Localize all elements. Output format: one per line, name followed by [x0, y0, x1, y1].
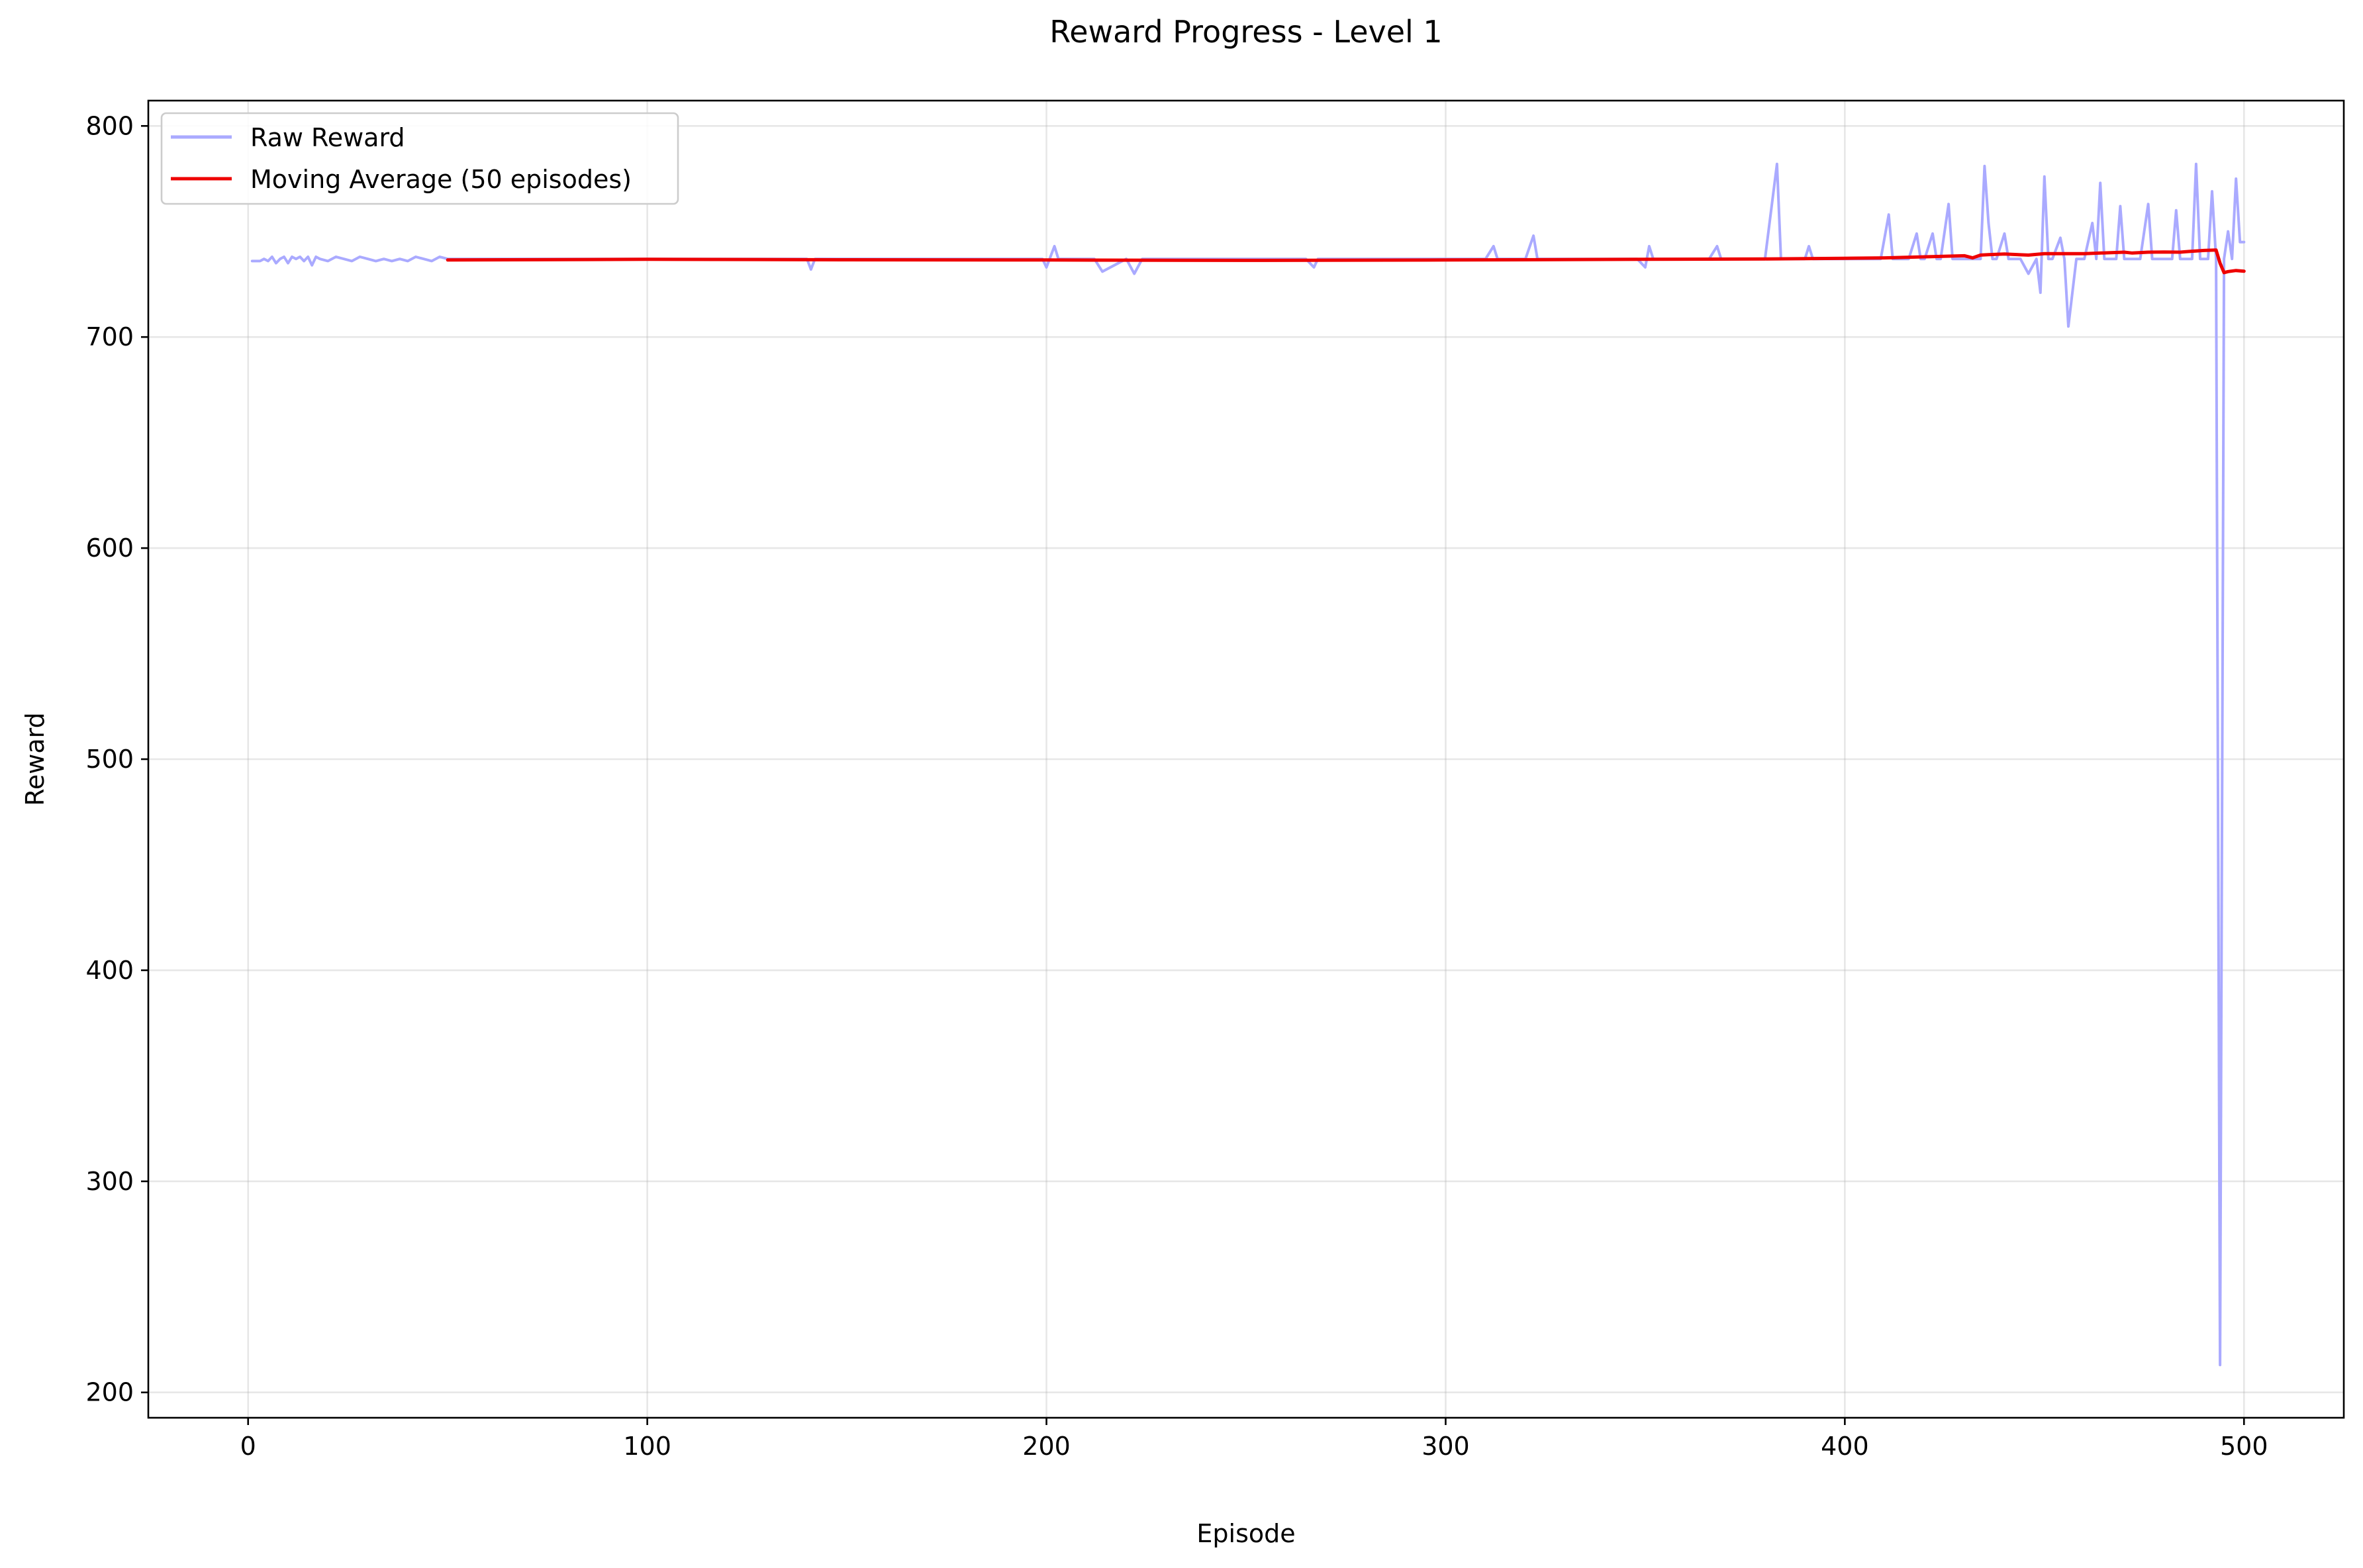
- series-layer: [250, 162, 2246, 1367]
- legend: Raw Reward Moving Average (50 episodes): [160, 112, 679, 205]
- chart-title: Reward Progress - Level 1: [1049, 14, 1442, 50]
- x-tick-label-400: 400: [1821, 1432, 1869, 1461]
- y-axis-ticks: 200 300 400 500 600 700 800: [85, 111, 148, 1407]
- y-tick-label-800: 800: [85, 111, 134, 140]
- legend-frame: [160, 112, 679, 205]
- x-axis-ticks: 0 100 200 300 400 500: [240, 1418, 2268, 1461]
- grid-lines: [148, 101, 2344, 1418]
- legend-label-moving-average: Moving Average (50 episodes): [250, 165, 632, 194]
- y-tick-label-500: 500: [85, 745, 134, 774]
- x-tick-label-200: 200: [1022, 1432, 1071, 1461]
- x-tick-label-0: 0: [240, 1432, 256, 1461]
- y-tick-label-200: 200: [85, 1378, 134, 1407]
- y-axis-label: Reward: [21, 712, 50, 806]
- x-axis-label: Episode: [1196, 1519, 1295, 1548]
- moving-average-line: [446, 248, 2246, 275]
- x-tick-label-300: 300: [1422, 1432, 1470, 1461]
- y-tick-label-300: 300: [85, 1167, 134, 1196]
- y-tick-label-600: 600: [85, 533, 134, 563]
- legend-label-raw-reward: Raw Reward: [250, 123, 405, 152]
- y-tick-label-400: 400: [85, 956, 134, 985]
- y-tick-label-700: 700: [85, 322, 134, 351]
- x-tick-label-100: 100: [623, 1432, 671, 1461]
- x-tick-label-500: 500: [2220, 1432, 2268, 1461]
